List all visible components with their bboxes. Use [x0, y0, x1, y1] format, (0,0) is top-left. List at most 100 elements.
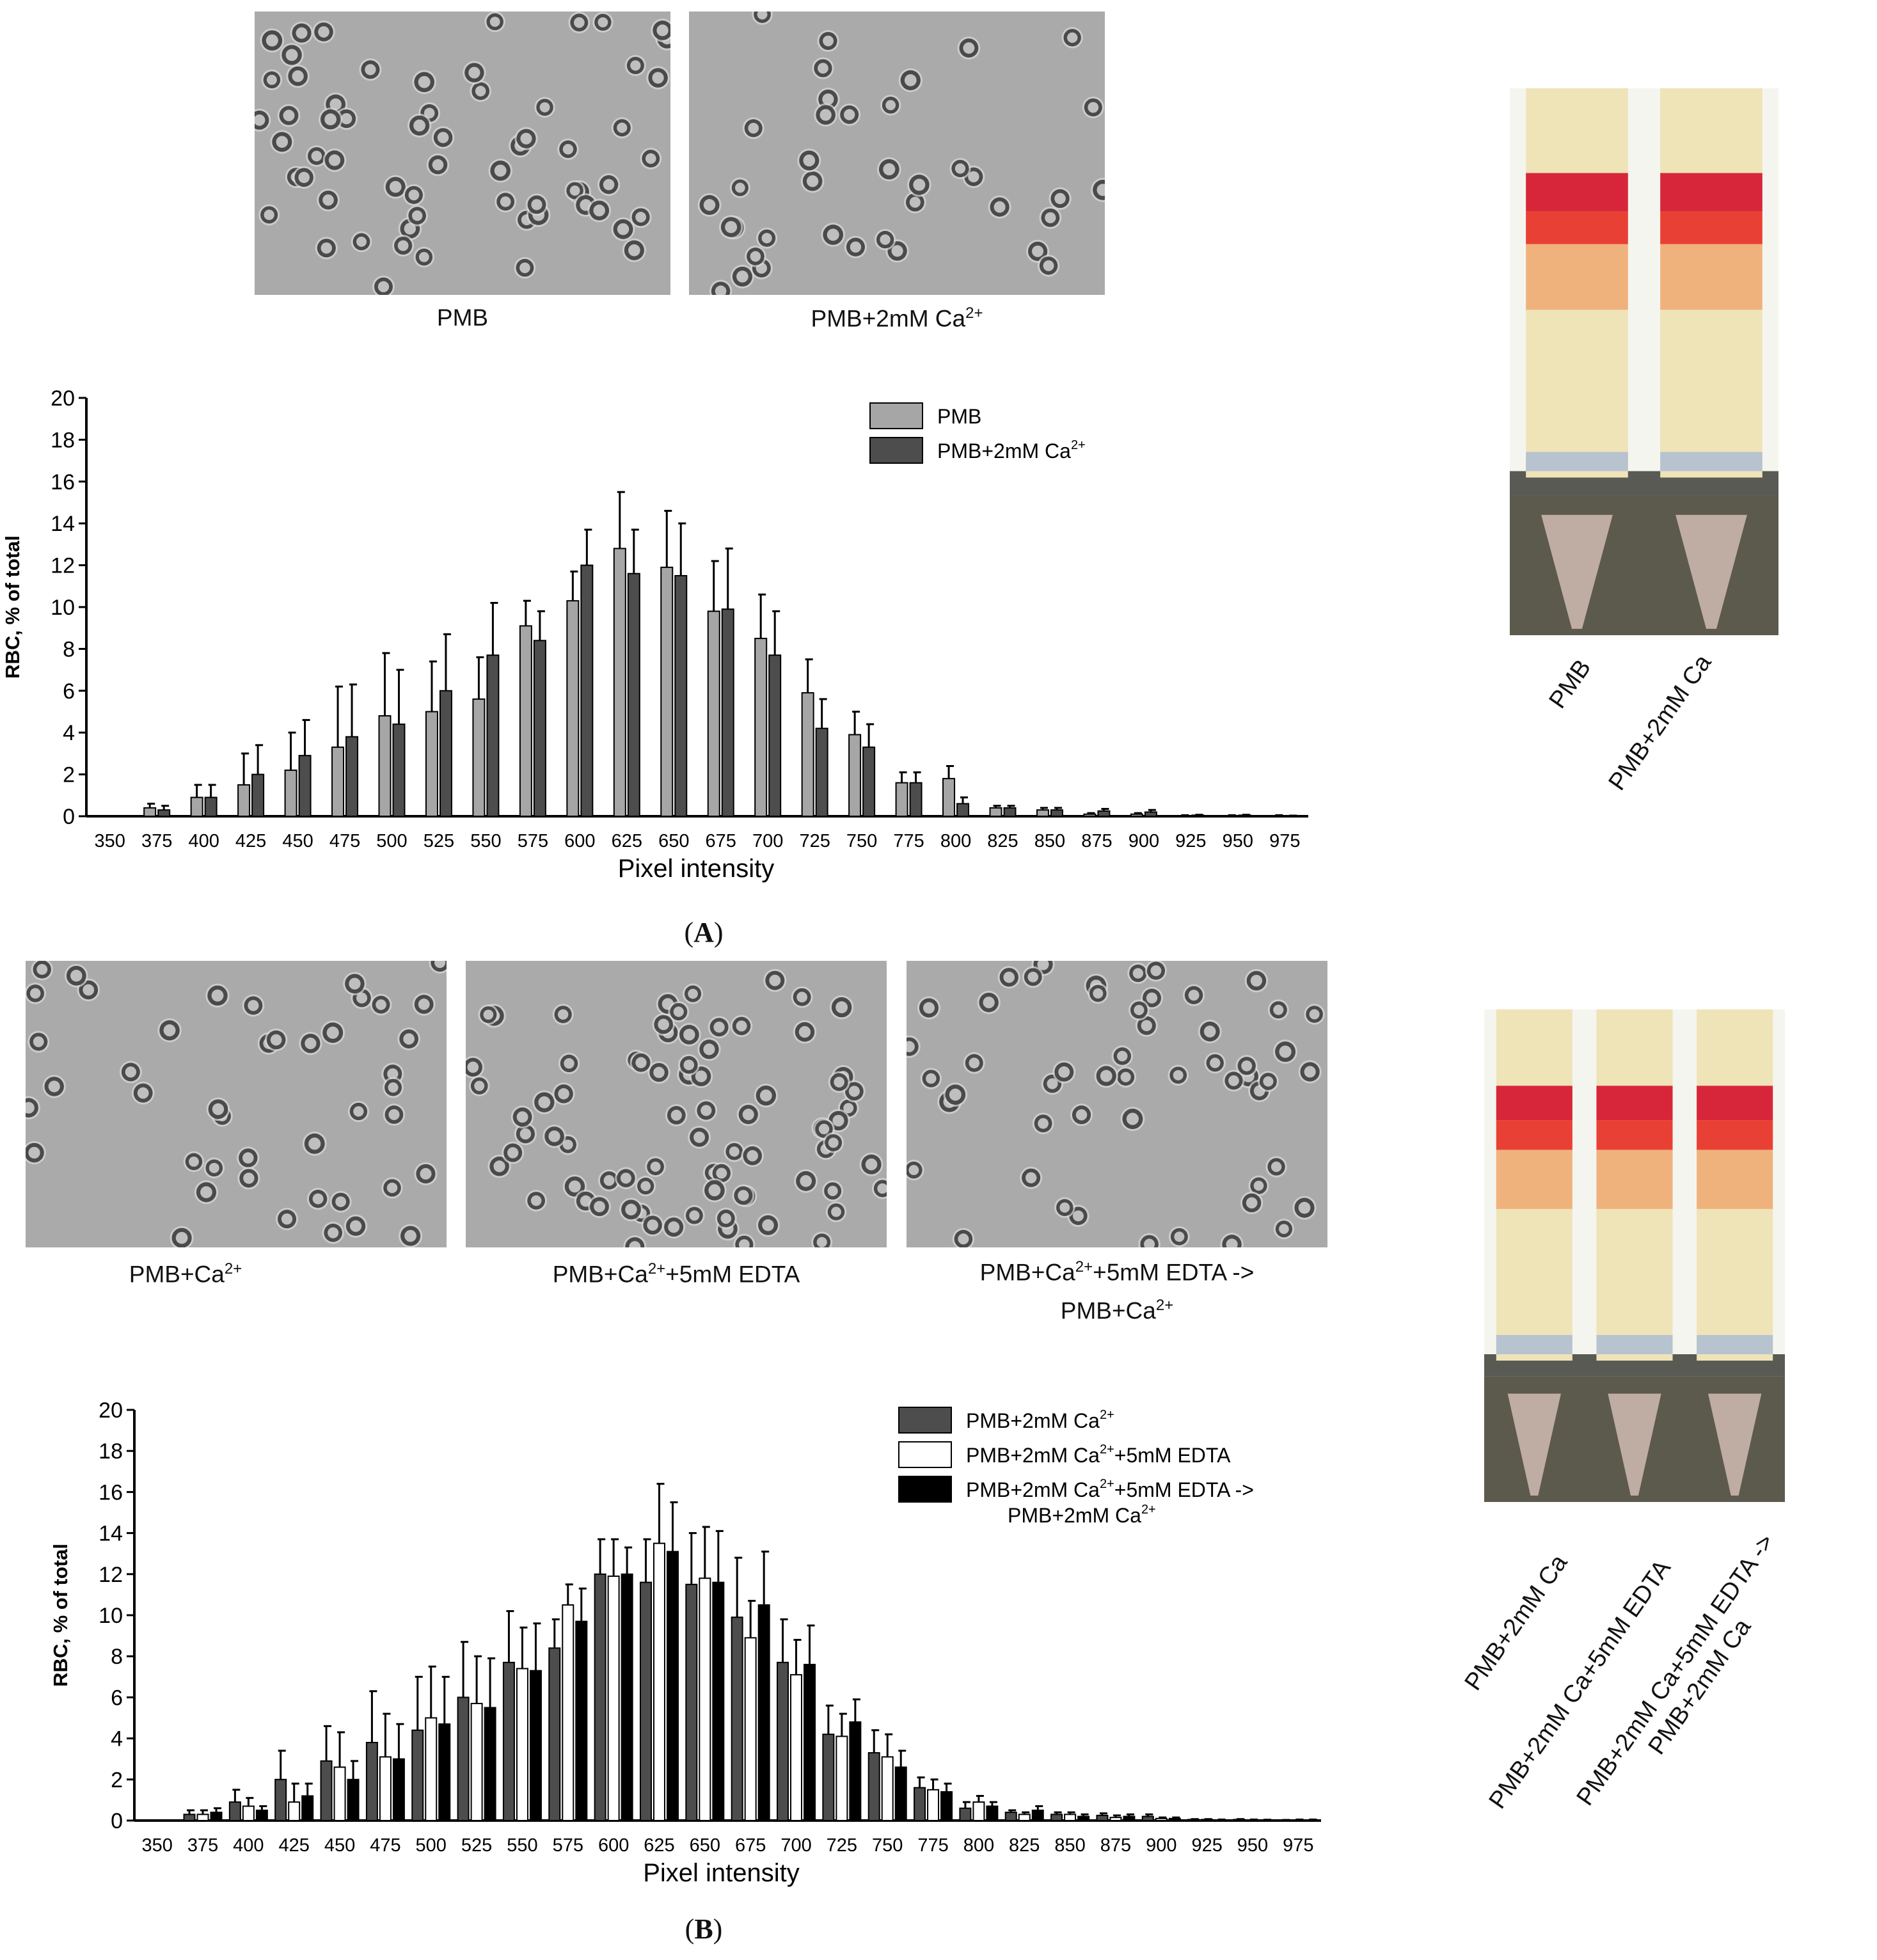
bar: [347, 1778, 360, 1821]
bar: [660, 566, 674, 817]
rbc-cell: [264, 1028, 288, 1052]
rbc-cell: [402, 184, 425, 206]
rbc-cell: [157, 1018, 182, 1043]
y-tick-label: 18: [99, 1439, 123, 1464]
bar: [470, 1703, 483, 1821]
rbc-cell: [729, 177, 750, 198]
rbc-cell: [907, 1159, 924, 1181]
bar: [210, 1812, 223, 1821]
bar: [274, 1778, 287, 1821]
rbc-cell: [876, 157, 901, 182]
bar: [345, 736, 359, 817]
bar: [1155, 1817, 1168, 1821]
legend-label: PMB: [937, 405, 981, 428]
bar: [627, 573, 640, 817]
bar: [699, 1577, 711, 1821]
bar: [237, 784, 251, 818]
rbc-cell: [237, 1146, 260, 1169]
rbc-cell: [907, 173, 931, 197]
bar: [1144, 811, 1157, 818]
bar: [411, 1729, 424, 1822]
rbc-cell: [315, 237, 338, 260]
rbc-cell: [302, 1131, 327, 1156]
x-tick-label: 425: [235, 831, 266, 851]
rbc-cell: [306, 145, 328, 167]
rbc-cell: [525, 1190, 548, 1212]
rbc-cell: [977, 990, 1001, 1015]
bar: [1018, 1814, 1031, 1821]
bar: [653, 1542, 665, 1821]
tube-photo-b: [1484, 1009, 1785, 1502]
rbc-cell: [949, 157, 971, 180]
x-tick-label: 975: [1283, 1835, 1313, 1856]
rbc-cell: [206, 1097, 230, 1121]
rbc-cell: [1061, 27, 1083, 49]
rbc-cell: [495, 191, 517, 213]
rbc-cell: [817, 29, 839, 52]
legend-swatch: [869, 437, 923, 464]
bar: [516, 1668, 528, 1821]
rbc-cell: [859, 1152, 883, 1176]
chart-a: 0 2 4 6 8 10 12 14 16 18 20 RBC, % of total Pixel in…: [0, 377, 1343, 889]
rbc-cell: [255, 108, 271, 132]
rbc-cell: [812, 57, 834, 79]
rbc-cell: [1022, 966, 1044, 988]
rbc-cell: [640, 148, 662, 170]
rbc-cell: [370, 993, 392, 1016]
bar: [566, 600, 580, 817]
bar: [986, 1805, 999, 1822]
rbc-cell: [587, 198, 612, 223]
bar: [251, 773, 265, 817]
bar: [607, 1576, 620, 1821]
x-tick-label: 550: [470, 831, 501, 851]
y-tick-label: 0: [111, 1809, 123, 1833]
bar: [143, 807, 157, 817]
bar: [959, 1807, 972, 1821]
y-tick-label: 6: [63, 679, 75, 704]
rbc-cell: [598, 1169, 621, 1192]
x-tick-label: 600: [598, 1835, 629, 1856]
rbc-cell: [317, 188, 340, 212]
rbc-cell: [874, 228, 896, 251]
rbc-cell: [426, 153, 450, 177]
micrograph-a-pmb-ca: [689, 12, 1105, 295]
bar: [365, 1742, 378, 1822]
y-tick-label: 14: [51, 512, 75, 536]
bar: [804, 1664, 816, 1822]
rbc-cell: [28, 1031, 50, 1053]
rbc-cell: [1220, 1233, 1244, 1247]
rbc-cell: [1273, 1039, 1298, 1064]
rbc-cell: [630, 1051, 653, 1074]
rbc-cell: [724, 1141, 745, 1162]
centrifuge-tube: [1697, 1009, 1773, 1496]
rbc-cell: [624, 54, 646, 76]
rbc-cell: [668, 1001, 690, 1023]
bar: [1141, 1815, 1154, 1822]
bar: [867, 1752, 880, 1822]
x-tick-label: 975: [1269, 831, 1300, 851]
centrifuge-tube: [1526, 88, 1628, 629]
rbc-cell: [468, 1075, 490, 1096]
rbc-cell: [292, 166, 315, 189]
rbc-cell: [1094, 1064, 1118, 1088]
bar: [228, 1801, 241, 1821]
rbc-cell: [306, 1187, 329, 1210]
y-tick-label: 16: [51, 470, 75, 494]
rbc-cell: [26, 983, 46, 1004]
rbc-cell: [1304, 1004, 1325, 1025]
bar: [1168, 1817, 1181, 1821]
micrograph-a-pmb: [255, 12, 670, 295]
bar: [298, 755, 312, 817]
rbc-cell: [335, 107, 358, 130]
x-tick-label: 450: [282, 831, 313, 851]
bar: [1003, 807, 1017, 817]
x-tick-label: 825: [987, 831, 1018, 851]
rbc-cell: [552, 1082, 575, 1105]
bar: [1036, 809, 1049, 818]
rbc-cell: [558, 1052, 580, 1075]
bar: [754, 638, 768, 817]
rbc-cell: [484, 12, 505, 33]
rbc-cell: [793, 1020, 817, 1044]
rbc-cell: [677, 1054, 700, 1076]
x-tick-label: 350: [141, 1835, 172, 1856]
